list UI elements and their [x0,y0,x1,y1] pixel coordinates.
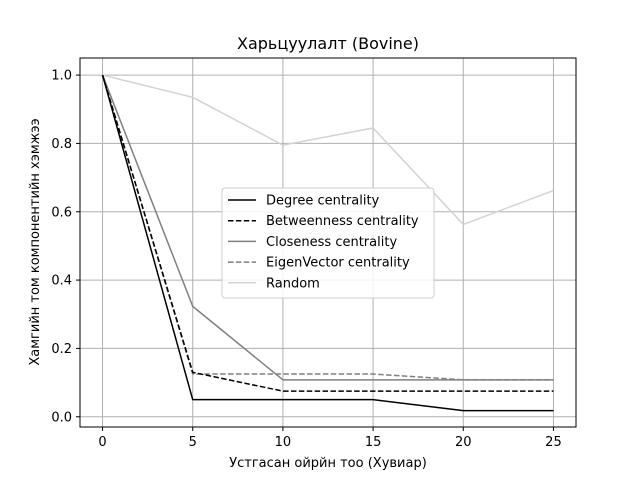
series-line-3 [101,74,554,381]
legend-label: EigenVector centrality [266,256,410,271]
series-line-4 [102,74,554,226]
legend-box [221,187,435,299]
y-tick-label: 0.6 [51,205,72,220]
x-tick-label: 25 [545,435,562,450]
y-tick-label: 1.0 [51,69,72,84]
x-tick-label: 20 [455,435,472,450]
plot-frame [79,57,577,428]
series-lines [101,74,554,412]
legend-label: Random [266,276,320,291]
legend-label: Betweenness centrality [266,214,419,229]
x-tick-label: 15 [365,435,382,450]
legend-label: Closeness centrality [266,235,397,250]
y-tick-label: 0.2 [51,342,72,357]
y-tick-label: 0.4 [51,274,72,289]
x-tick-label: 5 [189,435,197,450]
series-line-2 [101,74,554,381]
y-tick-label: 0.0 [51,410,72,425]
series-line-0 [101,74,554,412]
ticks: 0 5 10 15 20 25 0.0 0.2 0.4 0.6 0.8 1.0 [51,69,561,450]
y-axis-label: Хамгийн том компонентийн хэмжээ [28,118,43,365]
y-tick-label: 0.8 [51,137,72,152]
series-line-1 [101,74,554,392]
x-axis-label: Устгасан ойрйн тоо (Хувиар) [229,456,427,471]
x-tick-label: 10 [275,435,292,450]
legend-label: Degree centrality [266,194,380,209]
chart-title: Харьцуулалт (Bovine) [237,34,419,53]
x-tick-label: 0 [98,435,106,450]
legend: Degree centrality Betweenness centrality C… [221,187,435,299]
